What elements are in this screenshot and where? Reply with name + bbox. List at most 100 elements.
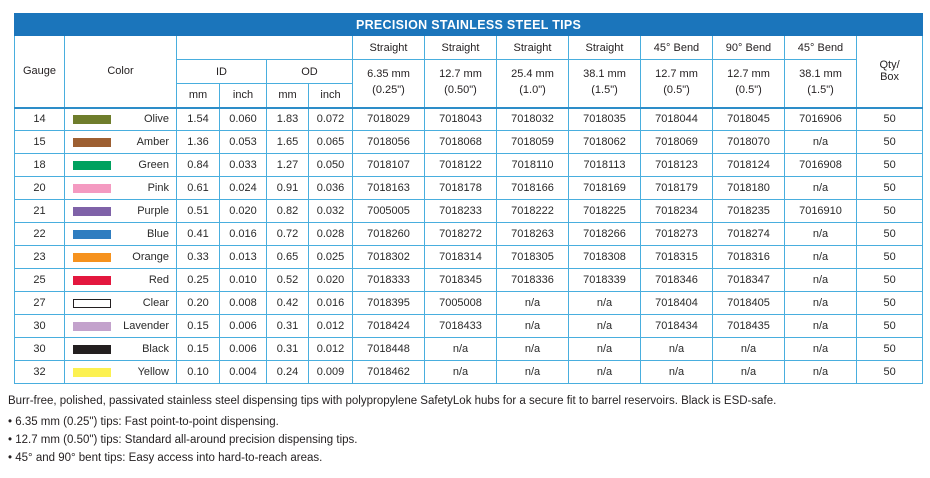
size-mm: 25.4 mm <box>511 68 554 81</box>
col-header-size-5: 12.7 mm (0.5") <box>640 59 713 109</box>
od-inch-value: 0.012 <box>308 337 353 361</box>
color-name: Black <box>142 343 169 355</box>
part-number: n/a <box>496 337 569 361</box>
col-header-size-1: 6.35 mm (0.25") <box>352 59 425 109</box>
col-header-id-inch: inch <box>219 83 267 109</box>
qty-label-line2: Box <box>880 71 900 84</box>
part-number: 7018113 <box>568 153 641 177</box>
id-mm-value: 0.33 <box>176 245 220 269</box>
col-header-type-2: Straight <box>424 35 497 60</box>
catalog-page: PRECISION STAINLESS STEEL TIPS Gauge Col… <box>0 0 930 467</box>
color-cell-content: Yellow <box>65 366 176 378</box>
col-header-gauge: Gauge <box>14 35 65 109</box>
header-type-row: Gauge Color Straight Straight Straight S… <box>14 35 924 109</box>
header-spacer <box>176 35 353 60</box>
color-cell: Amber <box>64 130 177 154</box>
color-cell: Green <box>64 153 177 177</box>
id-inch-value: 0.016 <box>219 222 267 246</box>
part-number: 7018347 <box>712 268 785 292</box>
part-number: n/a <box>424 360 497 384</box>
id-mm-value: 0.15 <box>176 337 220 361</box>
bullet-text: 6.35 mm (0.25") tips: Fast point-to-poin… <box>15 416 279 428</box>
part-number: 7018274 <box>712 222 785 246</box>
color-name: Lavender <box>123 320 169 332</box>
size-inch: (1.5") <box>807 84 834 97</box>
size-mm: 38.1 mm <box>799 68 842 81</box>
col-header-type-3: Straight <box>496 35 569 60</box>
part-number: n/a <box>784 222 857 246</box>
color-swatch <box>73 367 111 377</box>
gauge-value: 30 <box>14 314 65 338</box>
color-name: Clear <box>142 297 169 309</box>
footnote-bullet-2: 12.7 mm (0.50") tips: Standard all-aroun… <box>8 431 922 449</box>
od-mm-value: 1.65 <box>266 130 309 154</box>
color-cell: Red <box>64 268 177 292</box>
color-cell: Yellow <box>64 360 177 384</box>
part-number: 7018068 <box>424 130 497 154</box>
col-header-size-7: 38.1 mm (1.5") <box>784 59 857 109</box>
color-swatch <box>73 229 111 239</box>
color-cell-content: Lavender <box>65 320 176 332</box>
part-number: 7018302 <box>352 245 425 269</box>
part-number: n/a <box>640 337 713 361</box>
header-unit-row: mm inch mm inch <box>15 83 923 109</box>
gauge-value: 32 <box>14 360 65 384</box>
gauge-value: 14 <box>14 107 65 131</box>
od-mm-value: 0.52 <box>266 268 309 292</box>
color-cell-content: Green <box>65 159 176 171</box>
col-header-type-5: 45° Bend <box>640 35 713 60</box>
color-cell: Clear <box>64 291 177 315</box>
od-inch-value: 0.020 <box>308 268 353 292</box>
part-number: 7018404 <box>640 291 713 315</box>
col-header-type-6: 90° Bend <box>712 35 785 60</box>
od-inch-value: 0.036 <box>308 176 353 200</box>
id-mm-value: 0.20 <box>176 291 220 315</box>
color-swatch <box>73 298 111 308</box>
size-inch: (0.25") <box>372 84 405 97</box>
part-number: 7016906 <box>784 107 857 131</box>
part-number: 7018273 <box>640 222 713 246</box>
size-mm: 12.7 mm <box>655 68 698 81</box>
part-number: 7018233 <box>424 199 497 223</box>
id-inch-value: 0.024 <box>219 176 267 200</box>
od-mm-value: 0.91 <box>266 176 309 200</box>
part-number: n/a <box>568 314 641 338</box>
gauge-value: 20 <box>14 176 65 200</box>
footnote-intro: Burr-free, polished, passivated stainles… <box>8 395 777 407</box>
part-number: 7018345 <box>424 268 497 292</box>
part-number: 7018305 <box>496 245 569 269</box>
color-cell-content: Clear <box>65 297 176 309</box>
od-mm-value: 1.27 <box>266 153 309 177</box>
color-swatch <box>73 275 111 285</box>
col-header-size-3: 25.4 mm (1.0") <box>496 59 569 109</box>
part-number: n/a <box>424 337 497 361</box>
id-mm-value: 1.54 <box>176 107 220 131</box>
od-mm-value: 0.72 <box>266 222 309 246</box>
qty-value: 50 <box>855 314 924 338</box>
color-name: Red <box>148 274 169 286</box>
part-number: 7018314 <box>424 245 497 269</box>
part-number: 7018124 <box>712 153 785 177</box>
part-number: 7018059 <box>496 130 569 154</box>
size-inch: (1.0") <box>519 84 546 97</box>
part-number: 7018235 <box>712 199 785 223</box>
color-cell: Lavender <box>64 314 177 338</box>
table-row: 27 Clear 0.20 0.008 0.42 0.016 7018395 7005008 n… <box>14 291 924 315</box>
part-number: 7016910 <box>784 199 857 223</box>
part-number: n/a <box>496 314 569 338</box>
part-number: 7018122 <box>424 153 497 177</box>
col-header-size-2: 12.7 mm (0.50") <box>424 59 497 109</box>
part-number: 7018395 <box>352 291 425 315</box>
color-cell: Orange <box>64 245 177 269</box>
part-number: 7018315 <box>640 245 713 269</box>
qty-value: 50 <box>855 199 924 223</box>
od-inch-value: 0.028 <box>308 222 353 246</box>
od-mm-value: 0.65 <box>266 245 309 269</box>
part-number: 7018266 <box>568 222 641 246</box>
color-cell-content: Black <box>65 343 176 355</box>
part-number: 7018069 <box>640 130 713 154</box>
od-mm-value: 0.24 <box>266 360 309 384</box>
id-inch-value: 0.006 <box>219 337 267 361</box>
part-number: 7018316 <box>712 245 785 269</box>
id-inch-value: 0.053 <box>219 130 267 154</box>
